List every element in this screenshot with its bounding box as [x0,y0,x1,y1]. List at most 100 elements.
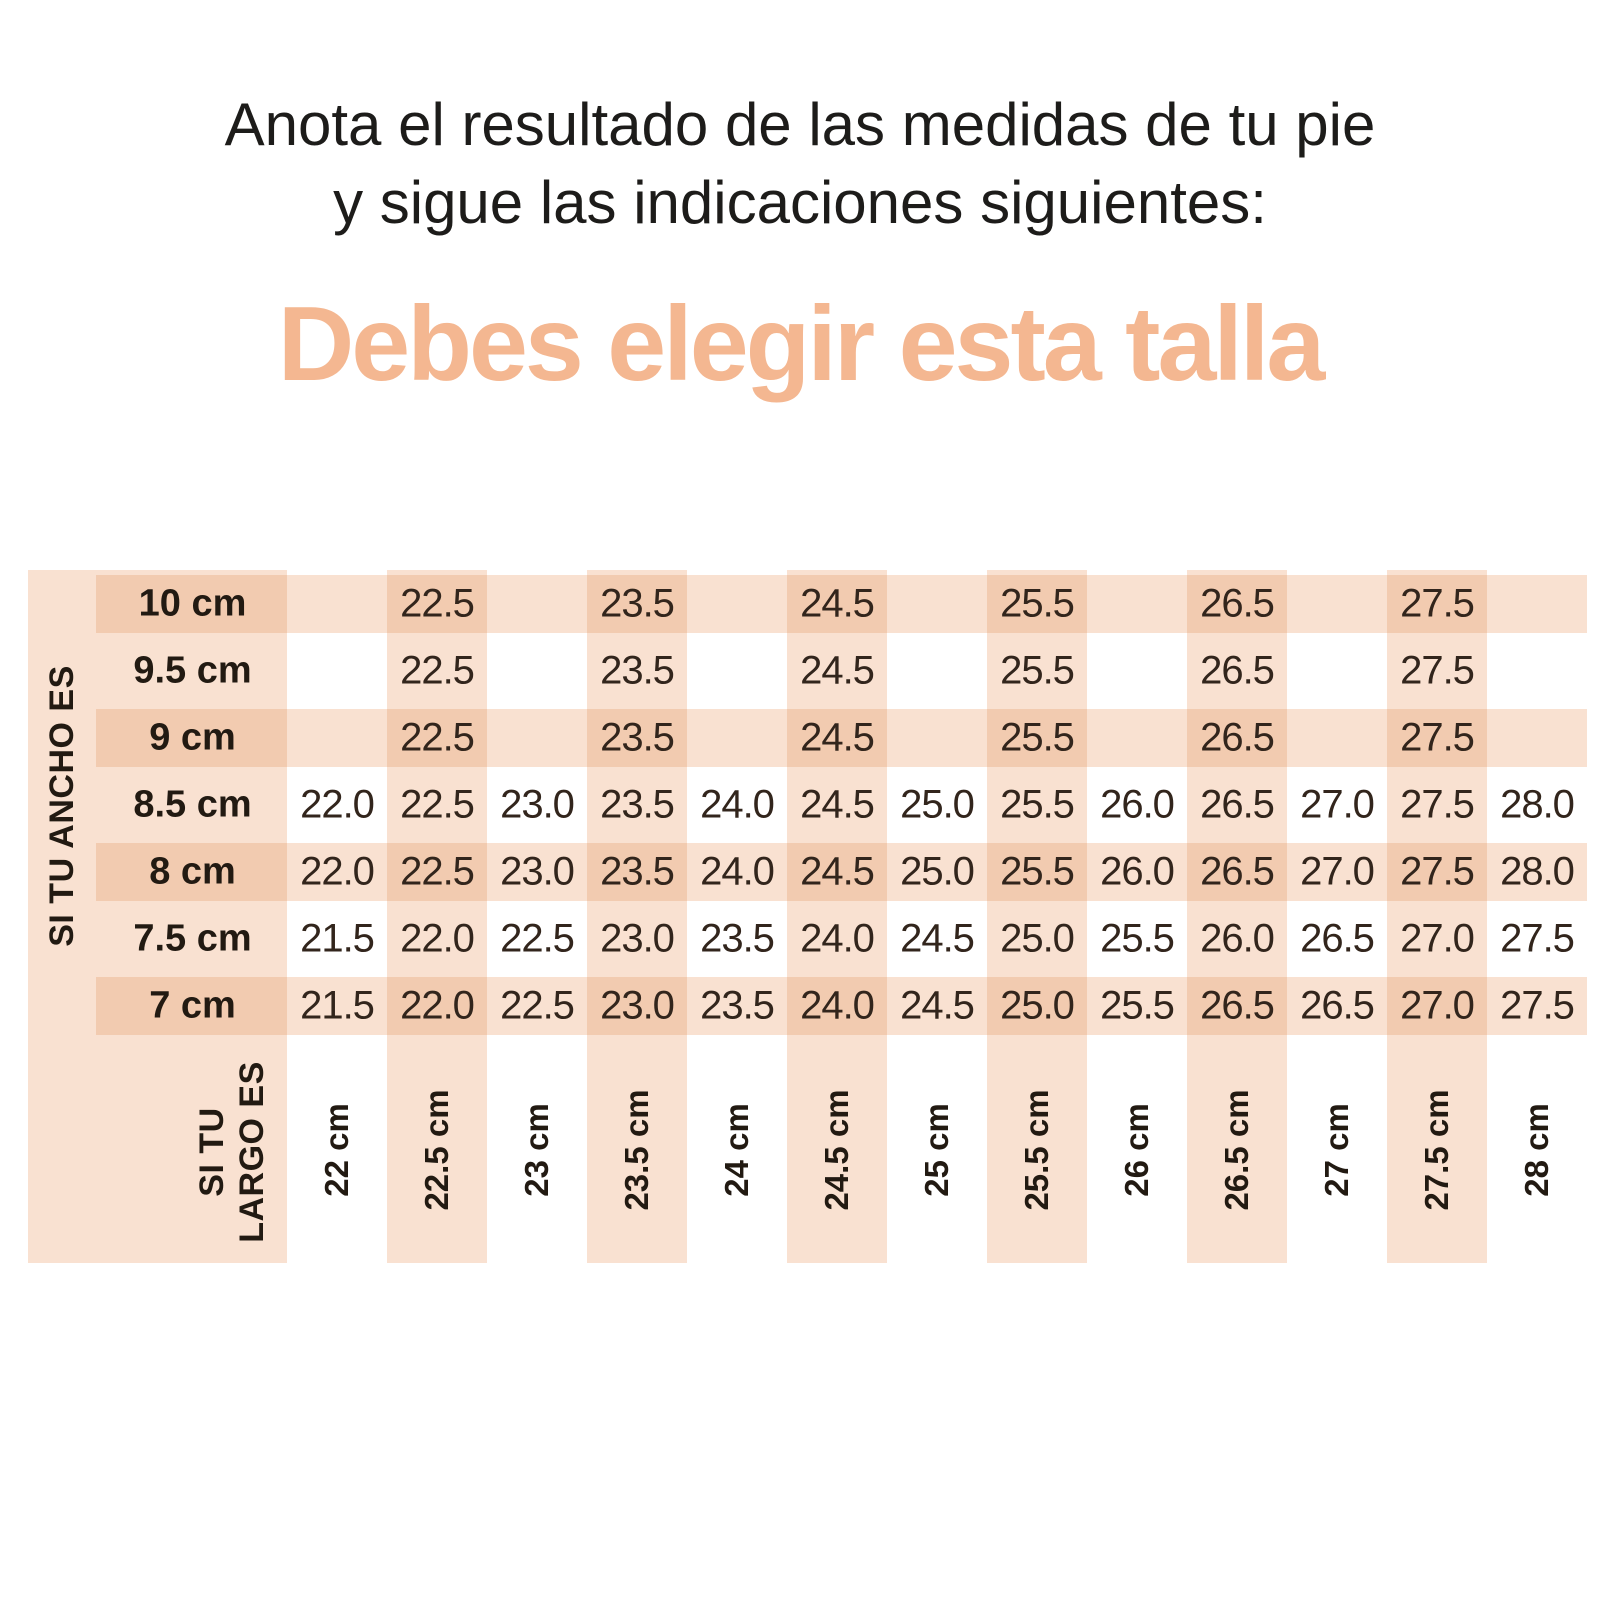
size-cell: 25.5 [1000,648,1075,693]
row-header: 8.5 cm [133,783,252,826]
col-header: 26 cm [1118,1103,1155,1197]
table-stripe-column [987,570,1087,1263]
size-cell: 26.0 [1200,916,1275,961]
size-cell: 22.5 [500,983,575,1028]
col-header: 26.5 cm [1218,1089,1255,1211]
size-cell: 23.5 [600,581,675,626]
row-header: 9 cm [149,716,236,759]
col-header: 27 cm [1318,1103,1355,1197]
page-title: Anota el resultado de las medidas de tu … [0,86,1600,242]
size-cell: 27.5 [1400,581,1475,626]
size-cell: 25.0 [1000,983,1075,1028]
size-cell: 22.5 [400,715,475,760]
table-cell-highlight [987,709,1087,767]
table-cell-highlight [987,843,1087,901]
size-cell: 24.5 [800,648,875,693]
size-cell: 26.5 [1200,983,1275,1028]
table-cell-highlight [387,709,487,767]
table-cell-highlight [1387,709,1487,767]
size-heading: Debes elegir esta talla [277,285,1326,403]
size-cell: 28.0 [1500,782,1575,827]
table-cell-highlight [987,575,1087,633]
table-cell-highlight [1187,709,1287,767]
table-cell-highlight [1387,575,1487,633]
size-cell: 27.5 [1500,983,1575,1028]
table-cell-highlight [587,709,687,767]
table-cell-highlight [96,977,287,1035]
title-line-1: Anota el resultado de las medidas de tu … [224,91,1376,158]
table-cell-highlight [787,977,887,1035]
size-cell: 26.5 [1200,782,1275,827]
size-cell: 24.5 [900,916,975,961]
row-header: 10 cm [138,582,247,625]
size-cell: 25.5 [1000,849,1075,894]
table-cell-highlight [1387,977,1487,1035]
size-cell: 25.5 [1100,983,1175,1028]
col-header: 25.5 cm [1018,1089,1055,1211]
size-cell: 24.5 [800,849,875,894]
row-header: 9.5 cm [133,649,252,692]
size-cell: 25.0 [900,849,975,894]
col-header: 23.5 cm [618,1089,655,1211]
title-line-2: y sigue las indicaciones siguientes: [333,169,1267,236]
row-header: 7.5 cm [133,917,252,960]
size-cell: 23.0 [600,916,675,961]
table-cell-highlight [96,843,287,901]
size-cell: 23.0 [600,983,675,1028]
table-stripe-column [387,570,487,1263]
size-cell: 22.5 [400,849,475,894]
table-stripe-column [587,570,687,1263]
size-cell: 23.5 [600,715,675,760]
size-cell: 26.5 [1300,983,1375,1028]
size-cell: 22.5 [400,648,475,693]
size-cell: 22.0 [400,983,475,1028]
table-cell-highlight [987,977,1087,1035]
width-axis-strip [28,570,96,1263]
size-cell: 25.5 [1000,581,1075,626]
size-cell: 27.0 [1400,916,1475,961]
size-cell: 28.0 [1500,849,1575,894]
size-cell: 27.5 [1400,648,1475,693]
size-cell: 22.5 [500,916,575,961]
size-cell: 27.0 [1400,983,1475,1028]
size-cell: 22.0 [400,916,475,961]
table-cell-highlight [387,977,487,1035]
table-cell-highlight [1387,843,1487,901]
col-header: 22.5 cm [418,1089,455,1211]
size-cell: 27.0 [1300,782,1375,827]
table-cell-highlight [387,843,487,901]
size-cell: 24.0 [800,983,875,1028]
size-cell: 22.0 [300,782,375,827]
col-header: 24.5 cm [818,1089,855,1211]
size-cell: 25.0 [900,782,975,827]
size-cell: 25.5 [1000,782,1075,827]
size-cell: 27.5 [1400,715,1475,760]
table-stripe-column [1187,570,1287,1263]
table-cell-highlight [587,575,687,633]
size-cell: 24.5 [800,715,875,760]
size-cell: 22.5 [400,581,475,626]
size-cell: 23.5 [600,782,675,827]
size-cell: 26.5 [1200,849,1275,894]
row-header: 8 cm [149,850,236,893]
col-header: 23 cm [518,1103,555,1197]
col-header: 27.5 cm [1418,1089,1455,1211]
table-cell-highlight [1187,575,1287,633]
size-cell: 24.0 [800,916,875,961]
size-cell: 27.0 [1300,849,1375,894]
size-cell: 27.5 [1500,916,1575,961]
size-cell: 23.0 [500,849,575,894]
table-cell-highlight [387,575,487,633]
size-cell: 22.0 [300,849,375,894]
size-cell: 23.5 [700,916,775,961]
size-cell: 24.0 [700,849,775,894]
size-cell: 21.5 [300,983,375,1028]
table-cell-highlight [787,843,887,901]
size-cell: 26.5 [1200,581,1275,626]
col-header: 28 cm [1518,1103,1555,1197]
table-cell-highlight [1187,977,1287,1035]
size-cell: 23.5 [700,983,775,1028]
size-cell: 26.5 [1200,715,1275,760]
row-header-column-stripe [96,570,287,1263]
